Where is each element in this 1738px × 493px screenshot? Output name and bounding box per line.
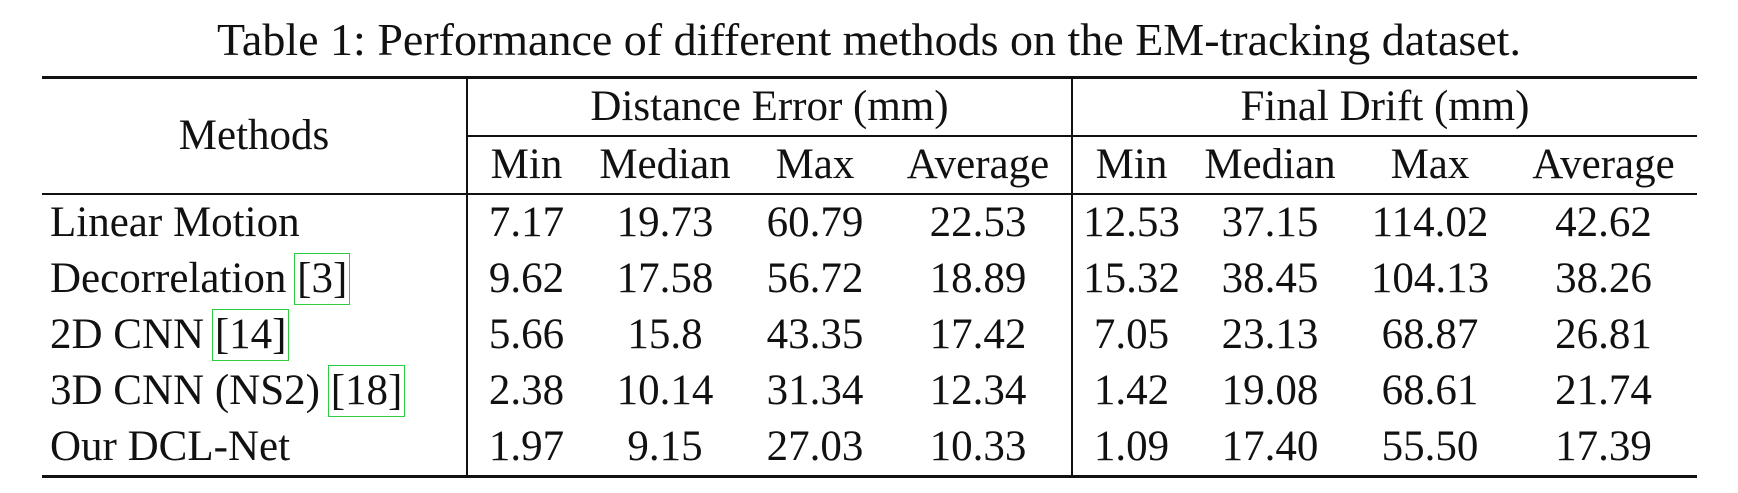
value-cell: 9.62 [466,251,585,307]
caption: Table 1: Performance of different method… [217,14,1521,65]
value-cell: 56.72 [766,255,864,302]
method-header: Methods [42,76,467,194]
value-cell: 17.42 [929,311,1027,358]
value-cell: 26.81 [1555,311,1652,358]
value-cell: 1.09 [1071,419,1190,478]
subheader: Median [1204,141,1336,188]
value-cell: 114.02 [1350,193,1510,251]
header-row: Methods Distance Error (mm) Final Drift (m… [42,76,1697,194]
data-row: Decorrelation [3] 9.62 17.58 56.72 18.89 15.3… [42,251,1697,307]
value-cell: 18.89 [929,255,1027,302]
value-cell: 19.08 [1221,367,1319,414]
value-cell: 17.39 [1510,419,1697,478]
results-table: Methods Distance Error (mm) Final Drift (m… [42,76,1697,478]
method-cell: Linear Motion [42,193,467,251]
subheader: Average [1532,141,1675,188]
subheader: Average [906,141,1050,188]
value-cell: 15.32 [1071,251,1190,307]
group-header: Final Drift (mm) [1071,76,1697,137]
value-cell: 37.15 [1190,193,1350,251]
group-header: Distance Error (mm) [466,76,1072,137]
value-cell: 7.17 [466,193,585,251]
value-cell: 17.58 [616,255,714,302]
value-cell: 10.33 [885,419,1072,478]
value-cell: 5.66 [466,307,585,363]
value-cell: 12.53 [1071,193,1190,251]
value-cell: 23.13 [1221,311,1319,358]
value-cell: 19.73 [585,193,745,251]
value-cell: 7.05 [1071,307,1190,363]
value-cell: 15.8 [627,311,703,358]
data-row: 2D CNN [14] 5.66 15.8 43.35 17.42 7.05 23.13 68… [42,307,1697,363]
value-cell: 22.53 [885,193,1072,251]
method-cell: 3D CNN (NS2) [18] [42,363,467,419]
value-cell: 1.97 [466,419,585,478]
subheader: Median [599,141,731,188]
value-cell: 21.74 [1555,367,1652,414]
citation: [18] [327,365,406,417]
method-cell: Decorrelation [3] [42,251,467,307]
subheader: Max [775,141,855,188]
value-cell: 38.45 [1221,255,1319,302]
subheader: Max [1390,141,1470,188]
value-cell: 42.62 [1510,193,1697,251]
subheader-row: Min Median Max Average Min Median Max Average [42,136,1697,194]
subheader: Min [1071,136,1190,194]
value-cell: 43.35 [766,311,864,358]
value-cell: 60.79 [745,193,885,251]
method-name: Linear Motion [50,199,300,246]
value-cell: 10.14 [616,367,714,414]
data-row: Our DCL-Net 1.97 9.15 27.03 10.33 1.09 17.40 55… [42,419,1697,478]
value-cell: 31.34 [766,367,864,414]
value-cell: 27.03 [745,419,885,478]
method-cell: Our DCL-Net [42,419,467,478]
data-row: 3D CNN (NS2) [18] 2.38 10.14 31.34 12.34 1.42… [42,363,1697,419]
value-cell: 2.38 [466,363,585,419]
value-cell: 9.15 [585,419,745,478]
value-cell: 12.34 [929,367,1027,414]
value-cell: 38.26 [1555,255,1652,302]
value-cell: 68.87 [1381,311,1479,358]
value-cell: 68.61 [1381,367,1479,414]
method-name: Decorrelation [50,255,287,302]
method-name: Our DCL-Net [50,423,291,470]
citation: [3] [294,253,351,305]
method-cell: 2D CNN [14] [42,307,467,363]
value-cell: 55.50 [1350,419,1510,478]
value-cell: 17.40 [1190,419,1350,478]
method-name: 2D CNN [50,311,205,358]
citation: [14] [211,309,290,361]
value-cell: 1.42 [1071,363,1190,419]
value-cell: 104.13 [1370,255,1490,302]
subheader: Min [466,136,585,194]
method-name: 3D CNN (NS2) [50,367,320,414]
data-row: Linear Motion 7.17 19.73 60.79 22.53 12.53 37.… [42,193,1697,251]
